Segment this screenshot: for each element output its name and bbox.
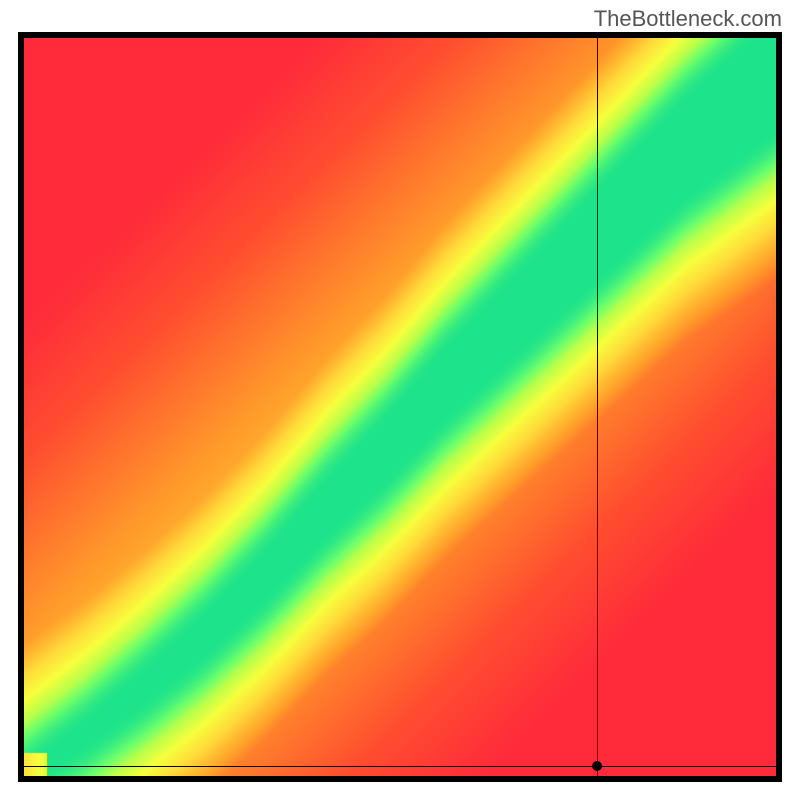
crosshair-vertical bbox=[597, 38, 598, 776]
watermark-text: TheBottleneck.com bbox=[594, 6, 782, 32]
marker-dot bbox=[592, 761, 602, 771]
bottleneck-heatmap bbox=[18, 32, 782, 782]
heatmap-canvas bbox=[24, 38, 776, 776]
crosshair-horizontal bbox=[24, 766, 776, 767]
